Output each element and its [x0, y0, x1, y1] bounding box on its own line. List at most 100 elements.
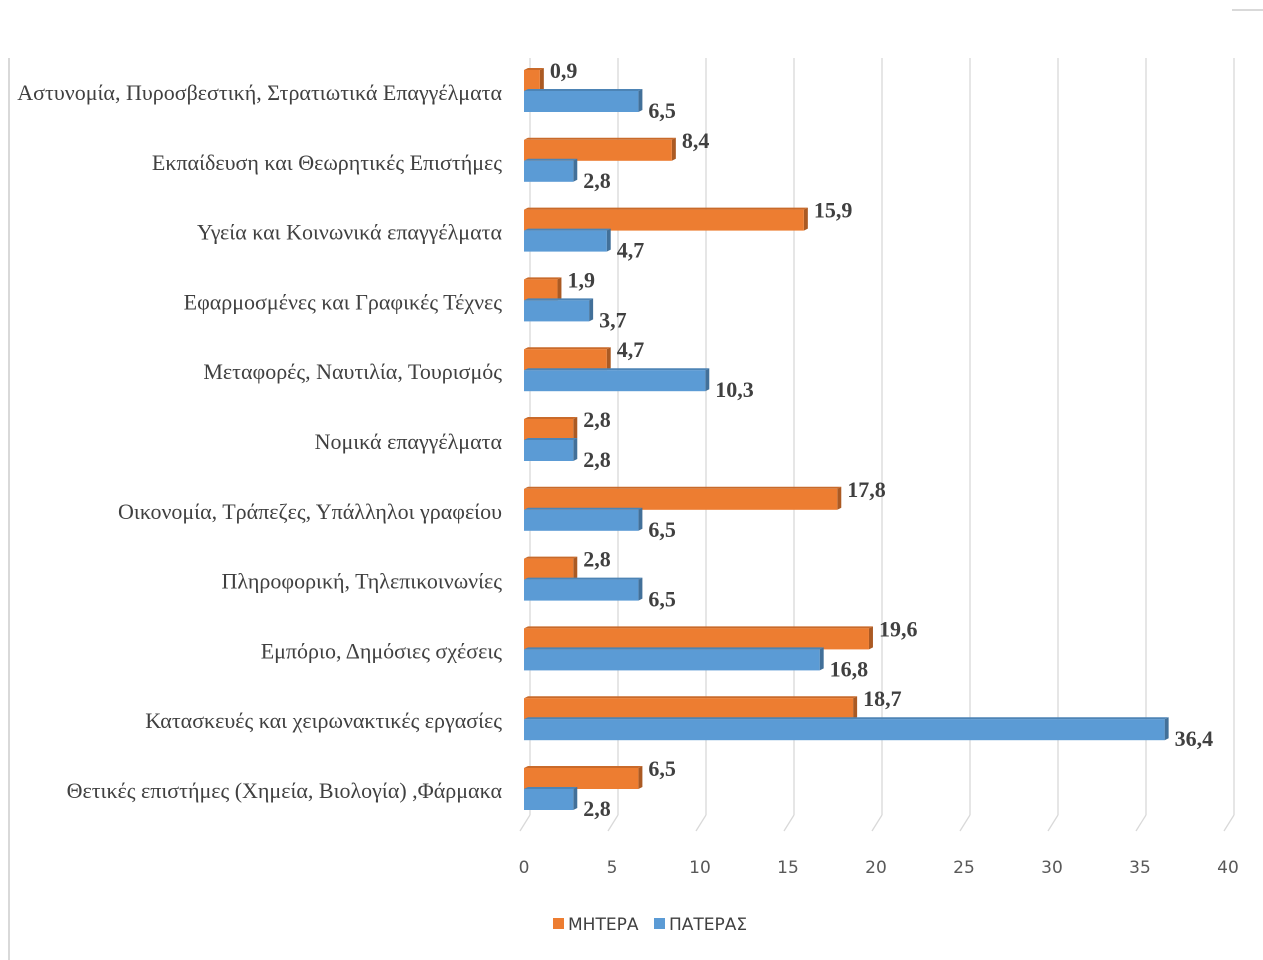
value-label: 1,9 — [567, 267, 595, 292]
grid-line-foot — [695, 814, 707, 832]
category-label: Οικονομία, Τράπεζες, Υπάλληλοι γραφείου — [118, 499, 502, 524]
grid-line-foot — [959, 814, 971, 832]
bar — [524, 209, 804, 231]
bar-side — [638, 507, 643, 531]
bar-top — [524, 438, 578, 440]
value-label: 6,5 — [648, 98, 676, 123]
bar-side — [539, 68, 544, 91]
bar — [524, 558, 574, 580]
grid-line-foot — [1135, 814, 1147, 832]
category-label: Μεταφορές, Ναυτιλία, Τουρισμός — [203, 359, 502, 384]
bar-top — [524, 158, 578, 161]
category-label: Θετικές επιστήμες (Χημεία, Βιολογία) ,Φά… — [67, 778, 503, 803]
bar-side — [819, 647, 824, 671]
grid-line-foot — [607, 814, 619, 832]
bar-top — [524, 347, 611, 350]
bar — [524, 139, 672, 161]
category-labels: Αστυνομία, Πυροσβεστική, Στρατιωτικά Επα… — [17, 80, 502, 803]
bar-top — [524, 368, 710, 371]
value-label: 6,5 — [648, 756, 676, 781]
bar-top — [524, 766, 643, 768]
bar-side — [1164, 717, 1169, 741]
bar-top — [524, 298, 594, 301]
bar — [524, 230, 607, 252]
bar-side — [606, 347, 611, 371]
bar — [524, 789, 574, 810]
bar-top — [524, 277, 562, 280]
grid-line-foot — [783, 814, 795, 832]
bar — [524, 628, 869, 650]
value-label: 8,4 — [682, 128, 710, 153]
bar — [524, 70, 540, 91]
bar — [524, 160, 574, 182]
legend-label: ΠΑΤΕΡΑΣ — [669, 915, 747, 935]
bar-side — [837, 486, 842, 510]
bars — [524, 68, 1169, 810]
bar-side — [573, 438, 578, 461]
bar-top — [524, 556, 578, 559]
value-label: 4,7 — [617, 337, 645, 362]
value-label: 2,8 — [583, 547, 611, 572]
bar-top — [524, 696, 858, 699]
bar-top — [524, 577, 643, 580]
value-label: 19,6 — [879, 616, 918, 641]
bar — [524, 768, 639, 789]
bar-side — [671, 137, 676, 161]
bar-side — [573, 556, 578, 580]
bar-top — [524, 717, 1169, 720]
value-labels: 0,96,58,42,815,94,71,93,74,710,32,82,817… — [550, 58, 1213, 821]
bar — [524, 440, 574, 461]
bar-top — [524, 647, 824, 650]
bar-side — [557, 277, 562, 301]
x-tick-label: 10 — [689, 858, 711, 878]
bar — [524, 579, 639, 601]
bar-side — [589, 298, 594, 322]
bar-side — [638, 89, 643, 112]
value-label: 18,7 — [863, 686, 902, 711]
bar-top — [524, 89, 643, 91]
legend-swatch — [654, 918, 665, 929]
bar-side — [573, 158, 578, 182]
bar-side — [868, 626, 873, 650]
x-tick-label: 20 — [865, 858, 887, 878]
legend-swatch — [553, 918, 564, 929]
value-label: 0,9 — [550, 58, 578, 83]
category-label: Εφαρμοσμένες και Γραφικές Τέχνες — [184, 289, 503, 314]
bar-top — [524, 626, 873, 629]
bar-side — [573, 417, 578, 440]
value-label: 3,7 — [599, 307, 627, 332]
bar-top — [524, 228, 611, 231]
value-label: 2,8 — [583, 796, 611, 821]
bar-side — [803, 207, 808, 231]
x-tick-label: 30 — [1041, 858, 1063, 878]
category-label: Νομικά επαγγέλματα — [315, 429, 503, 454]
bar — [524, 509, 639, 531]
bar-side — [853, 696, 858, 720]
x-tick-label: 35 — [1129, 858, 1151, 878]
x-tick-label: 25 — [953, 858, 975, 878]
bar-top — [524, 486, 842, 489]
grid-line-foot — [519, 814, 531, 832]
bar — [524, 349, 607, 371]
bar — [524, 419, 574, 440]
value-label: 10,3 — [715, 377, 754, 402]
bar-side — [638, 766, 643, 789]
value-label: 36,4 — [1175, 726, 1214, 751]
category-label: Υγεία και Κοινωνικά επαγγέλματα — [197, 220, 502, 245]
value-label: 4,7 — [617, 238, 645, 263]
bar — [524, 649, 820, 671]
x-axis-ticks: 0 5 10 15 20 25 30 35 40 — [519, 858, 1239, 878]
category-label: Εκπαίδευση και Θεωρητικές Επιστήμες — [152, 150, 502, 175]
bar-top — [524, 207, 808, 210]
bar-side — [638, 577, 643, 601]
value-label: 16,8 — [830, 656, 869, 681]
legend-label: ΜΗΤΕΡΑ — [568, 915, 639, 935]
bar-top — [524, 507, 643, 510]
bar-side — [705, 368, 710, 392]
category-label: Εμπόριο, Δημόσιες σχέσεις — [261, 638, 503, 663]
grid-line-foot — [1223, 814, 1235, 832]
bar — [524, 488, 838, 510]
bar-side — [573, 787, 578, 810]
